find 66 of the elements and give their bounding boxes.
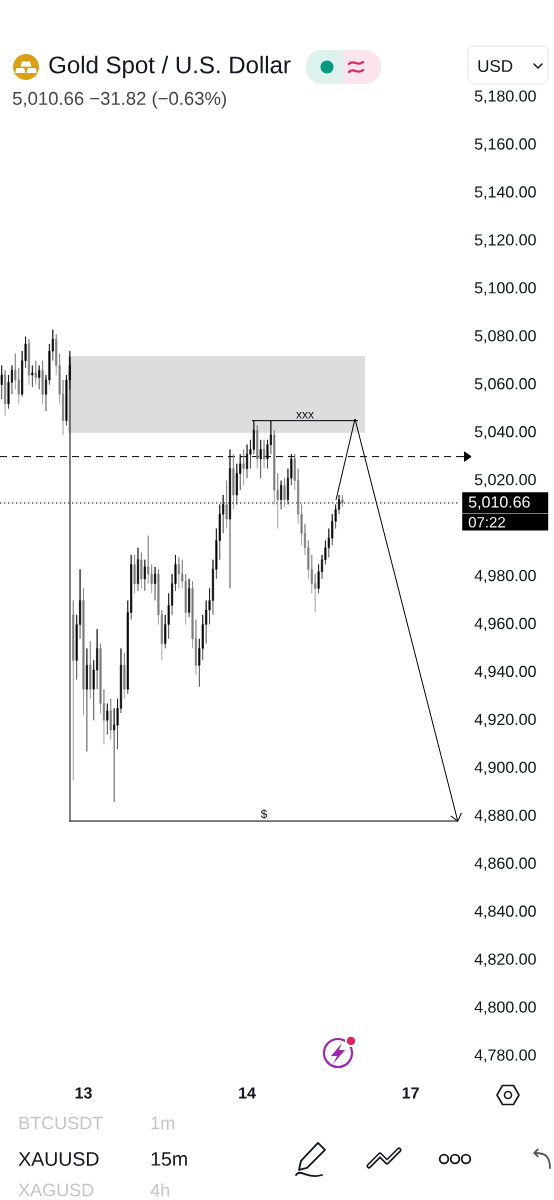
text: 4h	[150, 1183, 170, 1197]
text: XAUUSD	[18, 1152, 99, 1166]
y-tick-label: 4,860.00	[474, 857, 536, 871]
candlestick	[280, 480, 283, 510]
y-tick-label: 4,960.00	[474, 617, 536, 632]
text: USD	[478, 59, 513, 73]
candlestick	[34, 360, 37, 386]
y-tick-label: 5,140.00	[474, 186, 536, 200]
candlestick	[283, 477, 286, 508]
candlestick	[41, 360, 44, 405]
y-tick-label: 4,980.00	[474, 569, 536, 584]
ref-line-label: $	[260, 809, 268, 819]
candlestick	[38, 365, 41, 390]
ref-line-label: 5,010.66	[468, 496, 530, 510]
y-tick-label: 4,800.00	[474, 1001, 536, 1015]
x-tick-label: 17	[402, 1087, 419, 1099]
candlestick	[263, 439, 266, 469]
candlestick	[154, 566, 157, 601]
candlestick	[177, 556, 180, 589]
y-tick-label: 4,780.00	[474, 1049, 536, 1063]
y-tick-label: 5,040.00	[474, 426, 536, 440]
y-tick-label: 4,840.00	[474, 905, 536, 919]
text: BTCUSDT	[19, 1116, 103, 1130]
candlestick	[133, 554, 136, 594]
candlestick	[31, 365, 34, 388]
y-tick-label: 5,080.00	[474, 330, 536, 344]
y-tick-label: 5,060.00	[474, 378, 536, 392]
y-tick-label: 4,940.00	[474, 665, 536, 679]
y-tick-label: 5,120.00	[474, 234, 536, 248]
y-tick-label: 4,820.00	[474, 953, 536, 967]
candlestick	[136, 547, 140, 592]
candlestick	[143, 559, 146, 592]
candlestick	[82, 588, 85, 716]
candlestick	[259, 439, 262, 479]
candlestick	[4, 369, 7, 417]
candlestick	[89, 640, 92, 700]
candlestick	[27, 338, 30, 386]
candlestick	[225, 480, 228, 529]
candlestick	[106, 703, 109, 736]
y-tick-label: 5,180.00	[474, 90, 536, 104]
candlestick	[188, 578, 191, 618]
y-tick-label: 5,160.00	[474, 138, 536, 152]
text: 15m	[151, 1152, 187, 1166]
y-tick-label: 4,900.00	[474, 761, 536, 775]
y-tick-label: 4,920.00	[474, 713, 536, 727]
y-tick-label: 5,020.00	[474, 473, 536, 488]
y-tick-label: 4,880.00	[474, 809, 536, 823]
candlestick	[85, 648, 88, 752]
candlestick	[72, 600, 75, 781]
candlestick	[232, 453, 235, 510]
x-tick-label: 13	[75, 1087, 92, 1099]
candlestick	[123, 652, 126, 700]
ref-line-label: xxx	[296, 412, 314, 419]
candlestick	[109, 698, 112, 740]
candlestick	[140, 552, 143, 589]
text: 07:22	[468, 517, 505, 528]
chart-subtitle: 5,010.66 −31.82 (−0.63%)	[12, 91, 226, 109]
candlestick	[256, 425, 259, 469]
candlestick	[242, 449, 245, 486]
candlestick	[341, 494, 344, 508]
y-tick-label: 5,100.00	[474, 282, 536, 296]
chart-title: Gold Spot / U.S. Dollar	[49, 55, 291, 79]
text: XAGUSD	[18, 1183, 94, 1197]
candlestick	[0, 365, 3, 400]
x-tick-label: 14	[239, 1087, 256, 1099]
text: 1m	[151, 1116, 175, 1130]
